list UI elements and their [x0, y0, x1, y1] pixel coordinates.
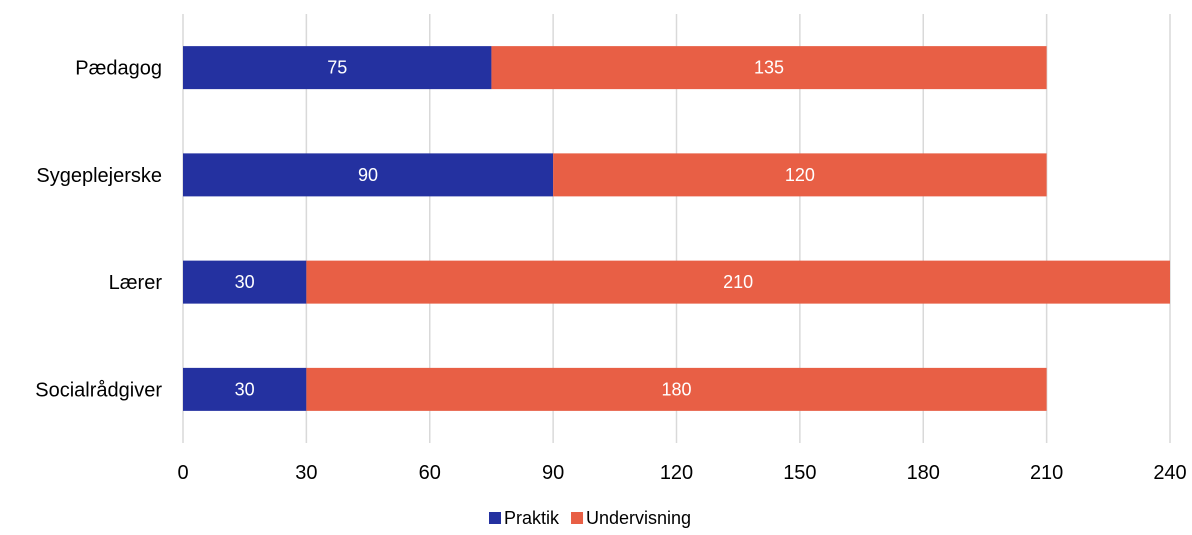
legend: Praktik Undervisning: [489, 508, 691, 528]
category-label-paedagog: Pædagog: [75, 58, 162, 80]
legend-swatch-praktik: [489, 512, 501, 524]
x-tick-label: 60: [419, 462, 441, 484]
category-label-sygeplejerske: Sygeplejerske: [36, 165, 162, 187]
legend-swatch-undervisning: [571, 512, 584, 524]
data-label-undervisning-paedagog: 135: [754, 58, 784, 78]
x-tick-label: 180: [907, 462, 940, 484]
x-tick-label: 120: [660, 462, 693, 484]
x-tick-label: 0: [177, 462, 188, 484]
data-label-undervisning-sygeplejerske: 120: [785, 165, 815, 185]
legend-label-undervisning: Undervisning: [586, 508, 691, 528]
bar-undervisning-socialradgiver: [306, 367, 1047, 411]
x-tick-label: 90: [542, 462, 564, 484]
bar-undervisning-paedagog: [491, 46, 1047, 90]
legend-label-praktik: Praktik: [504, 508, 560, 528]
x-tick-label: 30: [295, 462, 317, 484]
data-label-praktik-sygeplejerske: 90: [358, 165, 378, 185]
bar-undervisning-laerer: [306, 260, 1170, 304]
x-tick-label: 210: [1030, 462, 1063, 484]
category-label-laerer: Lærer: [109, 272, 163, 294]
category-label-socialradgiver: Socialrådgiver: [35, 379, 162, 401]
category-labels: Pædagog Sygeplejerske Lærer Socialrådgiver: [35, 58, 162, 402]
data-label-undervisning-laerer: 210: [723, 272, 753, 292]
bar-undervisning-sygeplejerske: [553, 153, 1047, 197]
bars: 75 135 90 120 30 210 30 180: [183, 46, 1170, 411]
bar-praktik-laerer: [183, 260, 307, 304]
data-label-praktik-laerer: 30: [235, 272, 255, 292]
data-label-praktik-paedagog: 75: [327, 58, 347, 78]
data-label-praktik-socialradgiver: 30: [235, 379, 255, 399]
x-axis-tick-labels: 0 30 60 90 120 150 180 210 240: [177, 462, 1186, 484]
x-tick-label: 150: [783, 462, 816, 484]
x-tick-label: 240: [1153, 462, 1186, 484]
data-label-undervisning-socialradgiver: 180: [661, 379, 691, 399]
bar-praktik-socialradgiver: [183, 367, 307, 411]
bar-praktik-paedagog: [183, 46, 492, 90]
bar-praktik-sygeplejerske: [183, 153, 554, 197]
